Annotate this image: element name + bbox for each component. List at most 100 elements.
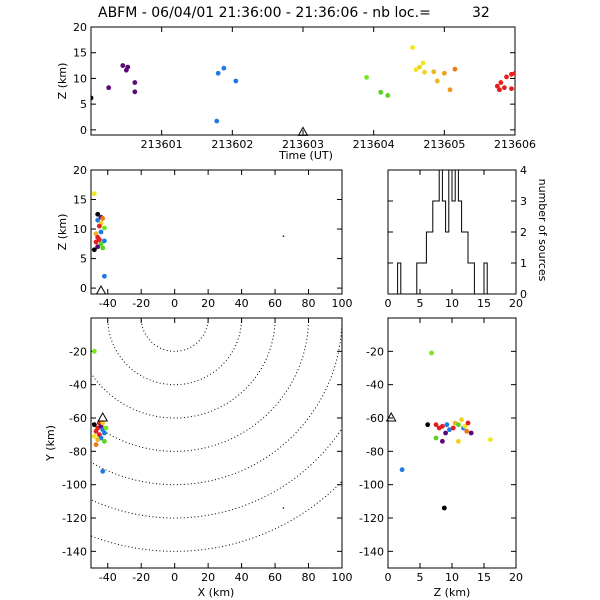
data-point <box>462 423 468 429</box>
xz-view-ylabel: Z (km) <box>56 214 69 251</box>
x-tick-label: 100 <box>332 297 353 310</box>
data-point <box>364 75 369 80</box>
data-point <box>96 223 102 229</box>
range-ring <box>107 318 243 386</box>
y-tick-label: -100 <box>62 479 87 492</box>
data-point <box>512 70 515 76</box>
location-count: 32 <box>472 5 490 21</box>
y-tick-label: 3 <box>520 195 527 208</box>
x-tick-label: 15 <box>477 297 491 310</box>
data-point <box>422 69 427 75</box>
y-tick-label: -60 <box>366 412 384 425</box>
time-height-frame <box>90 26 516 136</box>
y-tick-label: 5 <box>80 98 87 111</box>
data-point <box>132 80 138 85</box>
y-tick-label: 20 <box>73 164 87 177</box>
xy-view-xlabel: X (km) <box>198 586 235 599</box>
data-point <box>101 438 107 444</box>
x-tick-label: 40 <box>235 571 249 584</box>
x-tick-label: 213601 <box>141 138 183 151</box>
data-point <box>282 507 285 509</box>
x-tick-label: -40 <box>99 571 117 584</box>
y-tick-label: -80 <box>69 445 87 458</box>
data-point <box>447 87 453 93</box>
y-tick-label: -60 <box>69 412 87 425</box>
x-tick-label: 5 <box>417 297 424 310</box>
data-point <box>93 428 99 434</box>
x-tick-label: 5 <box>417 571 424 584</box>
data-point <box>101 225 107 231</box>
data-point <box>417 64 422 70</box>
x-tick-label: 10 <box>445 297 459 310</box>
data-point <box>429 350 434 356</box>
x-tick-label: 20 <box>201 571 215 584</box>
data-point <box>132 89 138 95</box>
x-tick-label: 80 <box>302 571 316 584</box>
x-tick-label: -40 <box>99 297 117 310</box>
y-tick-label: -140 <box>359 545 384 558</box>
data-point <box>440 423 445 429</box>
data-point <box>100 216 106 221</box>
x-tick-label: 20 <box>509 297 523 310</box>
data-point <box>215 70 221 76</box>
x-tick-label: 100 <box>332 571 353 584</box>
data-point <box>509 86 514 92</box>
y-tick-label: -100 <box>359 479 384 492</box>
x-tick-label: -20 <box>132 297 150 310</box>
data-point <box>91 433 97 439</box>
data-point <box>385 93 391 98</box>
x-tick-label: 20 <box>509 571 523 584</box>
x-tick-label: 213604 <box>353 138 395 151</box>
data-point <box>433 435 439 441</box>
zy-view-frame <box>387 317 517 569</box>
data-point <box>459 417 464 423</box>
x-tick-label: 0 <box>385 297 392 310</box>
station-triangle-icon <box>97 411 109 422</box>
xy-view-axes: -40 -20 0 20 40 60 80 100 -20 -40 -60 -80 -100 -120 -1… <box>62 317 353 584</box>
y-tick-label: -80 <box>366 445 384 458</box>
data-point <box>101 430 107 436</box>
data-point <box>100 245 106 251</box>
data-point <box>233 78 239 84</box>
y-tick-label: 15 <box>73 47 87 60</box>
y-tick-label: 10 <box>73 72 87 85</box>
zy-view-points <box>399 350 493 511</box>
time-height-points <box>91 45 515 124</box>
x-tick-label: 80 <box>302 297 316 310</box>
x-tick-label: 0 <box>171 297 178 310</box>
x-tick-label: 60 <box>268 571 282 584</box>
data-point <box>100 420 106 426</box>
data-point <box>91 95 94 101</box>
x-tick-label: 213603 <box>282 138 324 151</box>
x-tick-label: 0 <box>385 571 392 584</box>
y-tick-label: 0 <box>80 124 87 137</box>
xy-view-frame <box>90 317 343 569</box>
data-point <box>444 422 450 428</box>
data-point <box>95 244 101 250</box>
data-point <box>125 64 131 70</box>
data-point <box>410 45 415 50</box>
data-point <box>221 65 227 71</box>
y-tick-label: 10 <box>73 223 87 236</box>
data-point <box>93 442 99 448</box>
data-point <box>498 80 504 85</box>
data-point <box>433 422 439 428</box>
time-height-ylabel: Z (km) <box>56 63 69 100</box>
y-tick-label: 4 <box>520 164 527 177</box>
data-point <box>95 211 101 217</box>
data-point <box>100 468 106 474</box>
data-point <box>214 118 220 124</box>
x-tick-label: 0 <box>171 571 178 584</box>
data-point <box>91 247 97 253</box>
data-point <box>497 87 502 93</box>
data-point <box>413 67 419 73</box>
x-tick-label: 213602 <box>211 138 253 151</box>
time-height-axes: 213601 213602 213603 213604 213605 213606 0 5 10… <box>73 21 536 151</box>
data-point <box>378 89 384 95</box>
station-triangle-icon <box>385 411 397 422</box>
data-point <box>425 422 431 428</box>
data-point <box>465 420 471 426</box>
zy-view-axes: 0 5 10 15 20 -20 -40 -60 -80 -100 -120 -140 <box>359 317 523 584</box>
data-point <box>120 63 126 68</box>
